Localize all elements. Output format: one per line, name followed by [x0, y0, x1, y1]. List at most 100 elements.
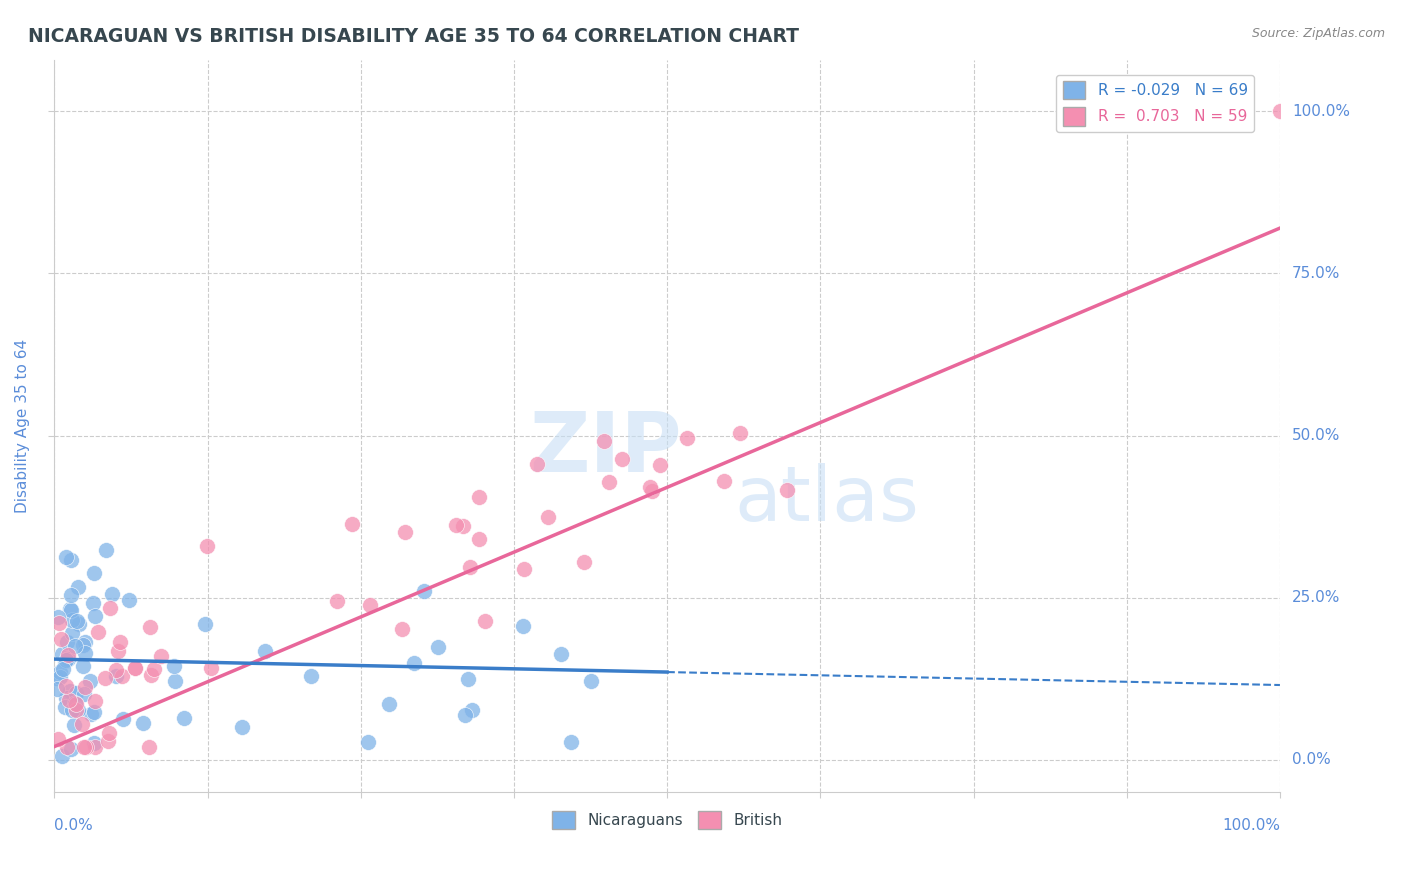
Point	[58, 693, 80, 707]
Point	[132, 716, 155, 731]
Point	[58, 601, 80, 615]
Point	[105, 663, 128, 677]
Point	[454, 707, 477, 722]
Point	[413, 584, 436, 599]
Point	[53, 654, 76, 668]
Point	[51, 647, 73, 661]
Point	[55, 690, 77, 705]
Point	[72, 638, 94, 652]
Point	[51, 749, 73, 764]
Point	[513, 562, 536, 576]
Point	[592, 434, 614, 449]
Point	[391, 622, 413, 636]
Point	[55, 739, 77, 754]
Text: 0.0%: 0.0%	[55, 818, 93, 833]
Point	[75, 739, 97, 754]
Point	[468, 490, 491, 504]
Point	[79, 673, 101, 688]
Point	[56, 652, 79, 666]
Point	[676, 431, 699, 445]
Point	[359, 598, 381, 612]
Point	[107, 644, 129, 658]
Point	[87, 624, 110, 639]
Point	[49, 632, 72, 646]
Point	[195, 539, 218, 553]
Point	[402, 657, 425, 671]
Point	[67, 616, 90, 631]
Point	[124, 661, 146, 675]
Point	[60, 704, 83, 718]
Point	[1268, 104, 1291, 119]
Point	[63, 717, 86, 731]
Point	[72, 659, 94, 673]
Point	[550, 648, 572, 662]
Point	[426, 640, 449, 654]
Point	[60, 742, 83, 756]
Point	[83, 694, 105, 708]
Point	[150, 649, 173, 664]
Point	[610, 451, 633, 466]
Point	[60, 552, 83, 566]
Point	[49, 670, 72, 684]
Point	[66, 580, 89, 594]
Point	[138, 739, 160, 754]
Point	[512, 619, 534, 633]
Point	[73, 739, 96, 754]
Text: 75.0%: 75.0%	[1292, 266, 1340, 281]
Point	[193, 617, 215, 632]
Point	[66, 703, 89, 717]
Point	[118, 592, 141, 607]
Point	[82, 596, 104, 610]
Point	[444, 517, 467, 532]
Text: NICARAGUAN VS BRITISH DISABILITY AGE 35 TO 64 CORRELATION CHART: NICARAGUAN VS BRITISH DISABILITY AGE 35 …	[28, 27, 799, 45]
Point	[537, 509, 560, 524]
Point	[55, 550, 77, 565]
Point	[357, 735, 380, 749]
Point	[56, 634, 79, 648]
Text: 100.0%: 100.0%	[1292, 104, 1350, 119]
Point	[84, 609, 107, 624]
Point	[451, 519, 474, 533]
Point	[59, 683, 82, 698]
Point	[139, 667, 162, 681]
Point	[598, 475, 620, 489]
Point	[728, 425, 751, 440]
Point	[63, 639, 86, 653]
Point	[713, 474, 735, 488]
Point	[60, 613, 83, 627]
Point	[94, 671, 117, 685]
Point	[97, 733, 120, 747]
Point	[46, 732, 69, 747]
Point	[53, 699, 76, 714]
Point	[70, 716, 93, 731]
Point	[73, 646, 96, 660]
Point	[648, 458, 671, 472]
Point	[101, 587, 124, 601]
Point	[98, 600, 121, 615]
Point	[468, 533, 491, 547]
Point	[457, 672, 479, 686]
Point	[96, 542, 118, 557]
Point	[104, 669, 127, 683]
Text: 25.0%: 25.0%	[1292, 590, 1340, 605]
Point	[378, 698, 401, 712]
Point	[163, 658, 186, 673]
Text: ZIP: ZIP	[530, 408, 682, 489]
Point	[231, 720, 253, 734]
Text: Source: ZipAtlas.com: Source: ZipAtlas.com	[1251, 27, 1385, 40]
Point	[638, 480, 661, 494]
Point	[143, 662, 166, 676]
Point	[572, 555, 595, 569]
Text: 100.0%: 100.0%	[1222, 818, 1279, 833]
Text: 0.0%: 0.0%	[1292, 752, 1331, 767]
Point	[60, 602, 83, 616]
Point	[461, 702, 484, 716]
Point	[80, 707, 103, 722]
Point	[48, 615, 70, 630]
Point	[45, 671, 67, 685]
Point	[52, 661, 75, 675]
Point	[394, 525, 416, 540]
Text: 50.0%: 50.0%	[1292, 428, 1340, 443]
Point	[526, 457, 548, 471]
Point	[108, 634, 131, 648]
